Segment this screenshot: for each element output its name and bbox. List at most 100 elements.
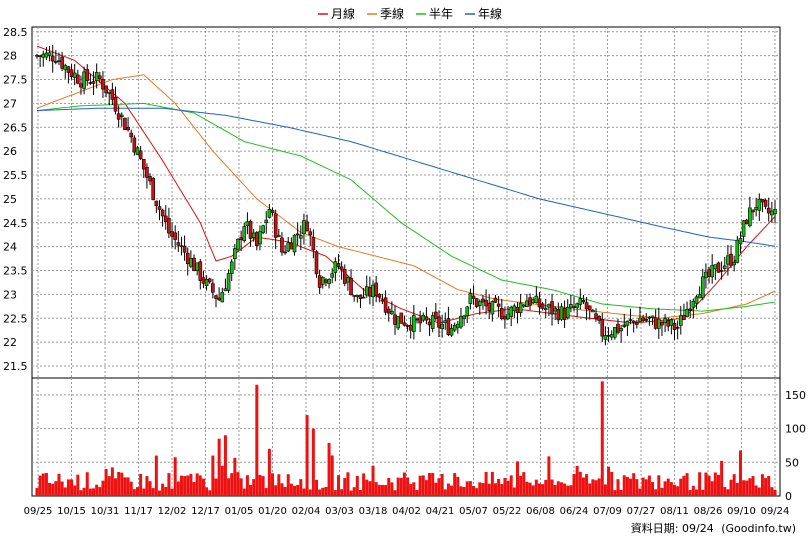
candle-body <box>60 56 64 69</box>
volume-bar <box>283 486 287 496</box>
x-tick-label: 08/26 <box>694 506 723 517</box>
candle-body <box>110 89 115 100</box>
volume-tick-label: 50 <box>785 456 799 469</box>
volume-bar <box>88 488 92 496</box>
volume-bar <box>732 474 736 496</box>
volume-bar <box>104 468 108 496</box>
volume-bar <box>305 415 309 496</box>
candle-body <box>116 113 121 120</box>
volume-bar <box>544 479 548 496</box>
volume-bar <box>336 475 340 496</box>
volume-bar <box>110 467 114 496</box>
moving-average-lines <box>36 45 776 324</box>
volume-bar <box>208 490 212 496</box>
candle-body <box>556 309 561 321</box>
candle-body <box>292 234 297 253</box>
volume-bar <box>145 476 149 496</box>
volume-bar <box>632 473 636 496</box>
volume-panel: 150 100 50 0 <box>31 377 806 503</box>
candle-body <box>562 307 567 320</box>
volume-bar <box>688 490 692 496</box>
volume-bar <box>773 489 777 496</box>
candle-body <box>179 245 184 248</box>
volume-bar <box>85 472 89 496</box>
volume-bar <box>346 472 350 496</box>
volume-bar <box>368 481 372 496</box>
x-tick-label: 07/09 <box>593 506 622 517</box>
candle-body <box>547 304 551 308</box>
candle-body <box>597 316 601 321</box>
volume-bar <box>553 484 557 496</box>
candle-body <box>468 293 473 304</box>
candle-body <box>635 321 639 325</box>
candle-body <box>160 209 165 217</box>
volume-bar <box>685 473 689 496</box>
candle-body <box>440 324 444 330</box>
volume-bar <box>418 475 422 496</box>
volume-bar <box>525 481 529 496</box>
candle-body <box>229 261 234 274</box>
candle-body <box>251 232 256 238</box>
candle-body <box>559 306 564 320</box>
candle-body <box>729 253 733 266</box>
volume-bar <box>588 483 592 496</box>
candle-body <box>270 210 275 214</box>
volume-bar <box>142 488 146 496</box>
volume-bar <box>409 484 413 496</box>
candle-body <box>35 54 39 57</box>
volume-bar <box>673 484 677 496</box>
volume-bar <box>311 428 315 496</box>
candle-body <box>352 295 356 297</box>
candle-body <box>245 221 250 226</box>
candle-body <box>91 81 96 84</box>
x-tick-label: 09/10 <box>727 506 756 517</box>
candle-body <box>587 305 592 310</box>
volume-bar <box>537 483 541 496</box>
volume-bar <box>660 487 664 496</box>
volume-bar <box>704 472 708 496</box>
volume-bar <box>132 489 136 496</box>
volume-y-axis: 150 100 50 0 <box>785 389 806 503</box>
volume-tick-label: 150 <box>785 389 806 402</box>
price-tick-label: 23 <box>3 288 17 301</box>
volume-bar <box>374 482 378 496</box>
candle-body <box>374 282 378 296</box>
candle-body <box>528 297 532 306</box>
volume-bar <box>129 481 133 496</box>
ma-line-ma_month <box>36 45 776 324</box>
volume-bar <box>572 474 576 496</box>
volume-bar <box>509 475 513 496</box>
volume-bar <box>114 478 118 496</box>
volume-bar <box>117 472 121 496</box>
volume-bar <box>641 477 645 496</box>
volume-bar <box>57 473 61 496</box>
x-tick-label: 09/25 <box>24 506 53 517</box>
volume-bar <box>274 485 278 496</box>
candle-body <box>138 150 143 159</box>
candle-body <box>88 82 93 84</box>
volume-bar <box>340 489 344 496</box>
candle-body <box>437 316 441 328</box>
candle-body <box>650 315 655 318</box>
candle-body <box>462 315 466 319</box>
x-tick-label: 11/17 <box>124 506 153 517</box>
price-tick-label: 28 <box>3 50 17 63</box>
candle-body <box>700 276 705 299</box>
candle-body <box>666 320 671 327</box>
volume-bar <box>179 475 183 496</box>
candle-body <box>399 312 404 324</box>
volume-bar <box>613 490 617 496</box>
candle-body <box>465 306 470 317</box>
candle-body <box>314 251 319 275</box>
volume-bar <box>264 488 268 496</box>
volume-bar <box>487 483 491 496</box>
volume-bar <box>629 478 633 496</box>
volume-bar <box>446 483 450 496</box>
volume-bar <box>484 471 488 496</box>
candle-body <box>682 315 686 320</box>
volume-bar <box>35 488 39 496</box>
volume-bar <box>217 438 221 496</box>
x-axis: 09/25 10/15 10/31 11/17 12/02 12/17 01/05 01/20… <box>24 506 790 517</box>
candle-body <box>280 237 284 253</box>
volume-bar <box>726 489 730 496</box>
